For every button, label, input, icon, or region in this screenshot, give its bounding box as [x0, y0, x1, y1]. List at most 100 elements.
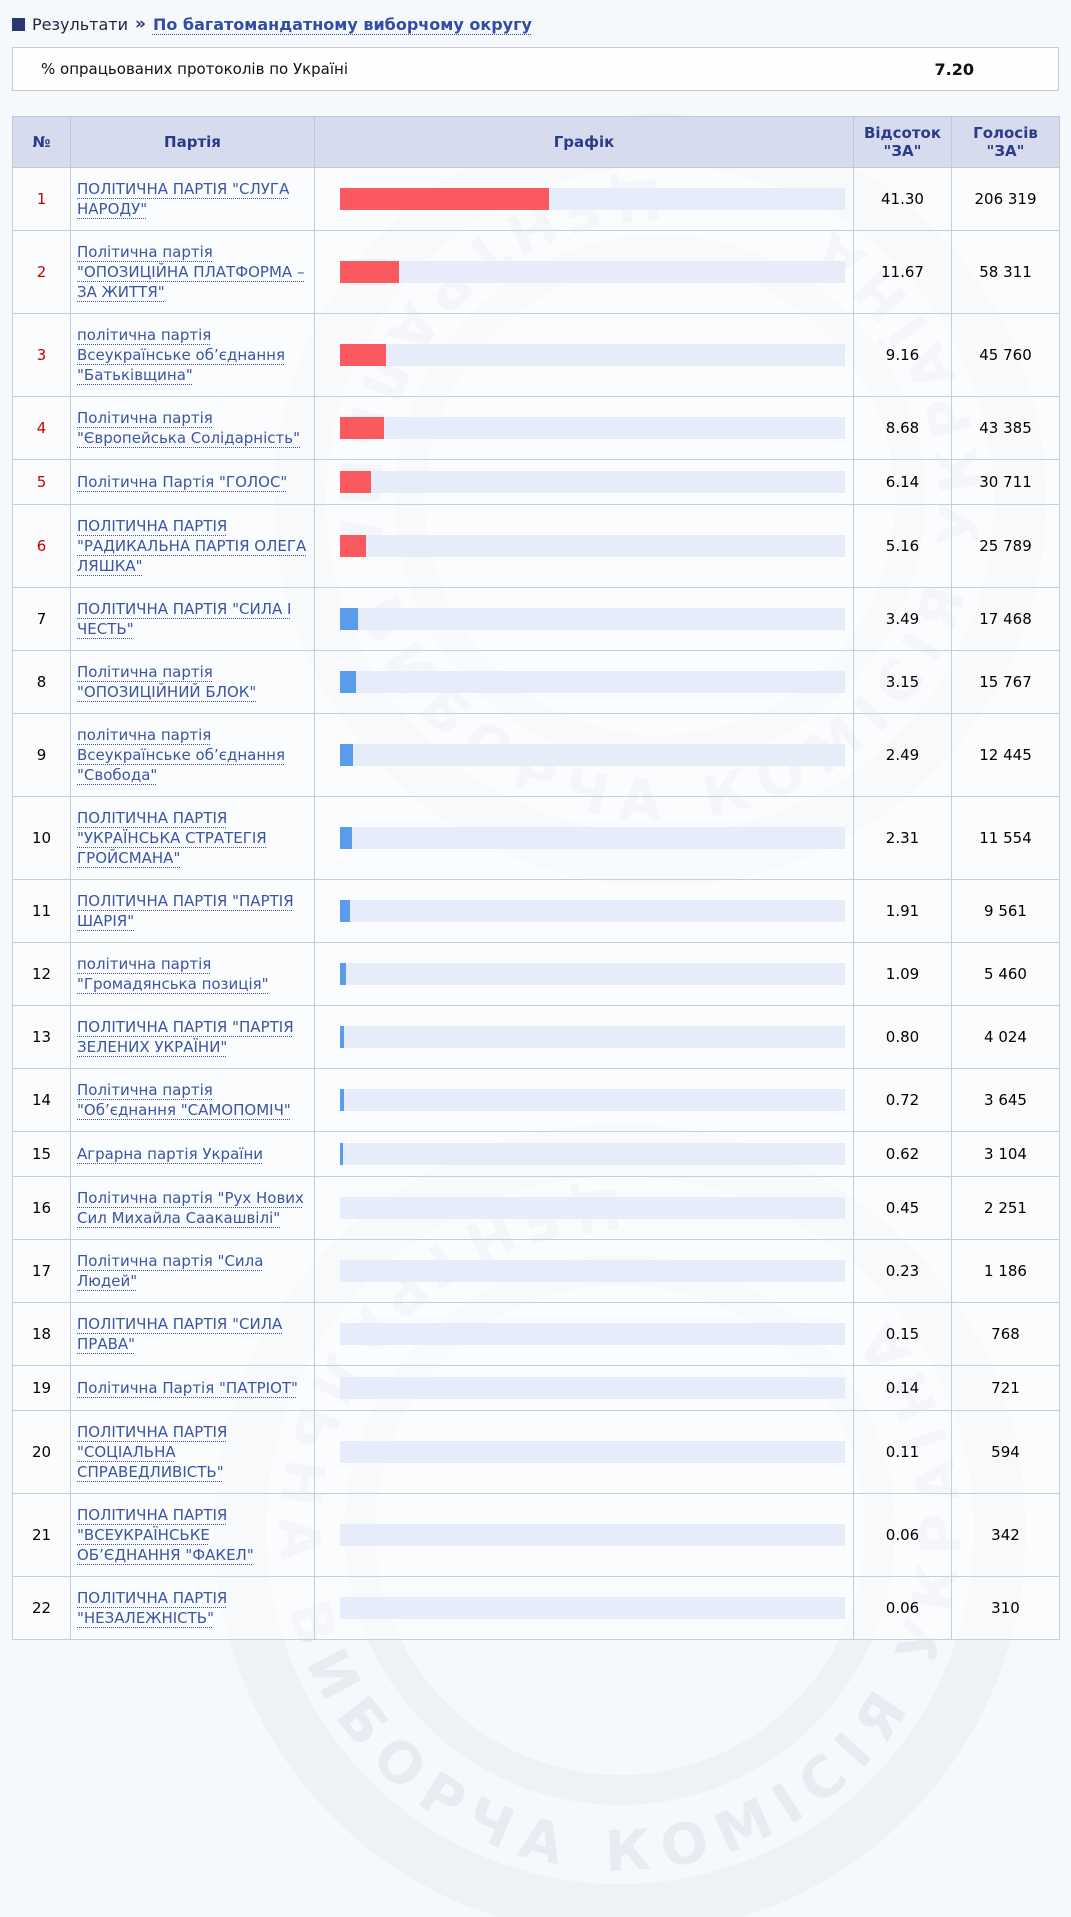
result-bar	[340, 900, 350, 922]
party-link[interactable]: Політична Партія "ГОЛОС"	[77, 473, 288, 491]
votes-cell: 45 760	[951, 313, 1060, 397]
row-number: 17	[12, 1239, 71, 1303]
row-number: 2	[12, 230, 71, 314]
chart-cell	[314, 942, 854, 1006]
percent-cell: 0.23	[853, 1239, 952, 1303]
table-row: 19 Політична Партія "ПАТРІОТ" 0.14 721	[12, 1365, 1060, 1411]
party-link[interactable]: Політична Партія "ПАТРІОТ"	[77, 1379, 298, 1397]
votes-cell: 1 186	[951, 1239, 1060, 1303]
header-chart: Графік	[314, 116, 854, 168]
result-bar	[340, 261, 399, 283]
party-link[interactable]: ПОЛІТИЧНА ПАРТІЯ "ПАРТІЯ ШАРІЯ"	[77, 892, 294, 930]
result-bar	[340, 535, 367, 557]
party-link[interactable]: Аграрна партія України	[77, 1145, 263, 1163]
votes-cell: 721	[951, 1365, 1060, 1411]
chart-cell	[314, 396, 854, 460]
bar-track	[340, 188, 845, 210]
votes-cell: 594	[951, 1410, 1060, 1494]
bar-track	[340, 744, 845, 766]
party-link[interactable]: ПОЛІТИЧНА ПАРТІЯ "СИЛА І ЧЕСТЬ"	[77, 600, 292, 638]
table-row: 12 політична партія "Громадянська позиція…	[12, 942, 1060, 1006]
row-number: 19	[12, 1365, 71, 1411]
chart-cell	[314, 713, 854, 797]
party-link[interactable]: політична партія Всеукраїнське об’єднанн…	[77, 726, 285, 784]
table-row: 16 Політична партія "Рух Нових Сил Михайл…	[12, 1176, 1060, 1240]
bar-track	[340, 608, 845, 630]
breadcrumb-separator: »	[134, 14, 146, 34]
party-cell: Політична партія "Рух Нових Сил Михайла …	[70, 1176, 315, 1240]
breadcrumb-current-link[interactable]: По багатомандатному виборчому округу	[152, 14, 532, 34]
party-cell: Політична партія "ОПОЗИЦІЙНИЙ БЛОК"	[70, 650, 315, 714]
party-link[interactable]: політична партія Всеукраїнське об’єднанн…	[77, 326, 285, 384]
percent-cell: 1.09	[853, 942, 952, 1006]
chart-cell	[314, 1239, 854, 1303]
party-link[interactable]: ПОЛІТИЧНА ПАРТІЯ "УКРАЇНСЬКА СТРАТЕГІЯ Г…	[77, 809, 267, 867]
party-link[interactable]: Політична партія "ОПОЗИЦІЙНА ПЛАТФОРМА –…	[77, 243, 305, 301]
chart-cell	[314, 1068, 854, 1132]
percent-cell: 2.49	[853, 713, 952, 797]
header-votes: Голосів "ЗА"	[951, 116, 1060, 168]
breadcrumb: Результати » По багатомандатному виборчо…	[12, 12, 1059, 34]
party-cell: Політична партія "ОПОЗИЦІЙНА ПЛАТФОРМА –…	[70, 230, 315, 314]
table-row: 15 Аграрна партія України 0.62 3 104	[12, 1131, 1060, 1177]
votes-cell: 310	[951, 1576, 1060, 1640]
chart-cell	[314, 650, 854, 714]
chart-cell	[314, 1365, 854, 1411]
bar-track	[340, 535, 845, 557]
chart-cell	[314, 1410, 854, 1494]
percent-cell: 6.14	[853, 459, 952, 505]
table-row: 18 ПОЛІТИЧНА ПАРТІЯ "СИЛА ПРАВА" 0.15 768	[12, 1302, 1060, 1366]
party-link[interactable]: Політична партія "Сила Людей"	[77, 1252, 264, 1290]
party-link[interactable]: ПОЛІТИЧНА ПАРТІЯ "ПАРТІЯ ЗЕЛЕНИХ УКРАЇНИ…	[77, 1018, 294, 1056]
row-number: 4	[12, 396, 71, 460]
chart-cell	[314, 459, 854, 505]
party-cell: ПОЛІТИЧНА ПАРТІЯ "ПАРТІЯ ЗЕЛЕНИХ УКРАЇНИ…	[70, 1005, 315, 1069]
page-content: Результати » По багатомандатному виборчо…	[12, 12, 1060, 1640]
votes-cell: 2 251	[951, 1176, 1060, 1240]
percent-cell: 0.15	[853, 1302, 952, 1366]
party-link[interactable]: Політична партія "Європейська Солідарніс…	[77, 409, 300, 447]
chart-cell	[314, 313, 854, 397]
percent-cell: 0.45	[853, 1176, 952, 1240]
row-number: 12	[12, 942, 71, 1006]
votes-cell: 768	[951, 1302, 1060, 1366]
party-link[interactable]: ПОЛІТИЧНА ПАРТІЯ "СОЦІАЛЬНА СПРАВЕДЛИВІС…	[77, 1423, 228, 1481]
party-link[interactable]: Політична партія "ОПОЗИЦІЙНИЙ БЛОК"	[77, 663, 257, 701]
table-row: 21 ПОЛІТИЧНА ПАРТІЯ "ВСЕУКРАЇНСЬКЕ ОБ’ЄДН…	[12, 1493, 1060, 1577]
party-cell: ПОЛІТИЧНА ПАРТІЯ "СОЦІАЛЬНА СПРАВЕДЛИВІС…	[70, 1410, 315, 1494]
row-number: 8	[12, 650, 71, 714]
party-link[interactable]: політична партія "Громадянська позиція"	[77, 955, 269, 993]
bar-track	[340, 344, 845, 366]
chart-cell	[314, 1493, 854, 1577]
chart-cell	[314, 1176, 854, 1240]
bar-track	[340, 1143, 845, 1165]
votes-cell: 11 554	[951, 796, 1060, 880]
votes-cell: 58 311	[951, 230, 1060, 314]
party-cell: політична партія Всеукраїнське об’єднанн…	[70, 713, 315, 797]
result-bar	[340, 963, 346, 985]
row-number: 9	[12, 713, 71, 797]
party-cell: ПОЛІТИЧНА ПАРТІЯ "НЕЗАЛЕЖНІСТЬ"	[70, 1576, 315, 1640]
percent-cell: 0.80	[853, 1005, 952, 1069]
table-row: 5 Політична Партія "ГОЛОС" 6.14 30 711	[12, 459, 1060, 505]
table-row: 17 Політична партія "Сила Людей" 0.23 1 186	[12, 1239, 1060, 1303]
result-bar	[340, 1143, 344, 1165]
row-number: 15	[12, 1131, 71, 1177]
party-cell: Політична Партія "ПАТРІОТ"	[70, 1365, 315, 1411]
party-link[interactable]: ПОЛІТИЧНА ПАРТІЯ "СЛУГА НАРОДУ"	[77, 180, 290, 218]
results-table-body: 1 ПОЛІТИЧНА ПАРТІЯ "СЛУГА НАРОДУ" 41.30 206…	[12, 167, 1060, 1640]
party-link[interactable]: ПОЛІТИЧНА ПАРТІЯ "ВСЕУКРАЇНСЬКЕ ОБ’ЄДНАН…	[77, 1506, 254, 1564]
chart-cell	[314, 1005, 854, 1069]
chart-cell	[314, 504, 854, 588]
chart-cell	[314, 1131, 854, 1177]
party-link[interactable]: ПОЛІТИЧНА ПАРТІЯ "НЕЗАЛЕЖНІСТЬ"	[77, 1589, 228, 1627]
bar-track	[340, 1323, 845, 1345]
party-cell: ПОЛІТИЧНА ПАРТІЯ "СИЛА ПРАВА"	[70, 1302, 315, 1366]
votes-cell: 25 789	[951, 504, 1060, 588]
percent-cell: 11.67	[853, 230, 952, 314]
party-link[interactable]: Політична партія "Рух Нових Сил Михайла …	[77, 1189, 304, 1227]
result-bar	[340, 744, 353, 766]
party-link[interactable]: Політична партія "Об’єднання "САМОПОМІЧ"	[77, 1081, 291, 1119]
party-link[interactable]: ПОЛІТИЧНА ПАРТІЯ "РАДИКАЛЬНА ПАРТІЯ ОЛЕГ…	[77, 517, 307, 575]
party-link[interactable]: ПОЛІТИЧНА ПАРТІЯ "СИЛА ПРАВА"	[77, 1315, 283, 1353]
